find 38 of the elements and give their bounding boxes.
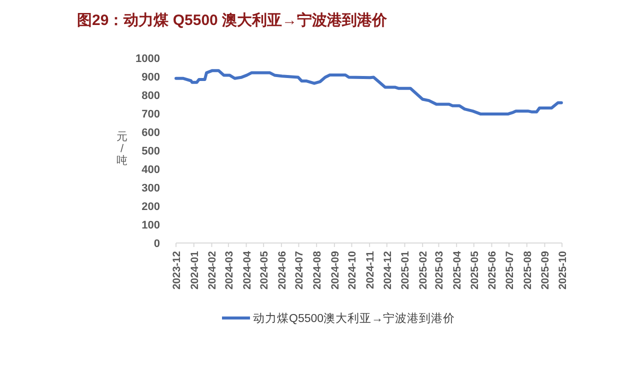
xtick: 2024-05 [258, 251, 271, 290]
ytick: 800 [142, 90, 160, 102]
xtick: 2024-12 [382, 251, 394, 290]
xtick: 2023-12 [171, 251, 183, 290]
xtick: 2024-11 [364, 251, 377, 289]
xtick: 2025-03 [434, 251, 446, 290]
xtick: 2025-02 [418, 251, 430, 290]
xtick: 2024-08 [312, 251, 324, 290]
xtick: 2024-04 [241, 251, 254, 290]
ytick: 900 [142, 72, 160, 84]
xtick: 2025-06 [486, 251, 499, 290]
xtick: 2025-05 [468, 251, 481, 290]
legend-label: 动力煤Q5500澳大利亚→宁波港到港价 [253, 311, 456, 325]
ytick: 100 [142, 220, 160, 232]
xtick: 2024-03 [223, 251, 236, 290]
ytick: 200 [142, 201, 160, 213]
xtick: 2025-09 [540, 251, 552, 290]
xtick: 2025-01 [400, 251, 412, 290]
ytick: 300 [142, 182, 160, 194]
xtick: 2025-07 [504, 251, 516, 290]
xtick: 2025-08 [522, 251, 534, 290]
ylabel: 元/吨 [116, 131, 128, 167]
title: 图29：动力煤 Q5500 澳大利亚→宁波港到港价 [77, 12, 388, 29]
ytick: 1000 [136, 53, 160, 65]
ytick: 0 [154, 238, 160, 250]
ytick: 700 [142, 108, 160, 120]
xtick: 2024-10 [346, 251, 359, 290]
xtick: 2024-01 [188, 251, 201, 290]
xtick: 2024-06 [276, 251, 288, 290]
xtick: 2024-09 [329, 251, 342, 290]
xtick: 2025-10 [557, 251, 569, 290]
ytick: 400 [142, 164, 160, 176]
legend: 动力煤Q5500澳大利亚→宁波港到港价 [222, 313, 456, 325]
xtick: 2024-07 [294, 251, 306, 290]
ytick: 500 [142, 146, 160, 158]
xtick: 2024-02 [206, 251, 219, 290]
xtick: 2025-04 [452, 251, 464, 290]
ytick: 600 [142, 127, 160, 139]
